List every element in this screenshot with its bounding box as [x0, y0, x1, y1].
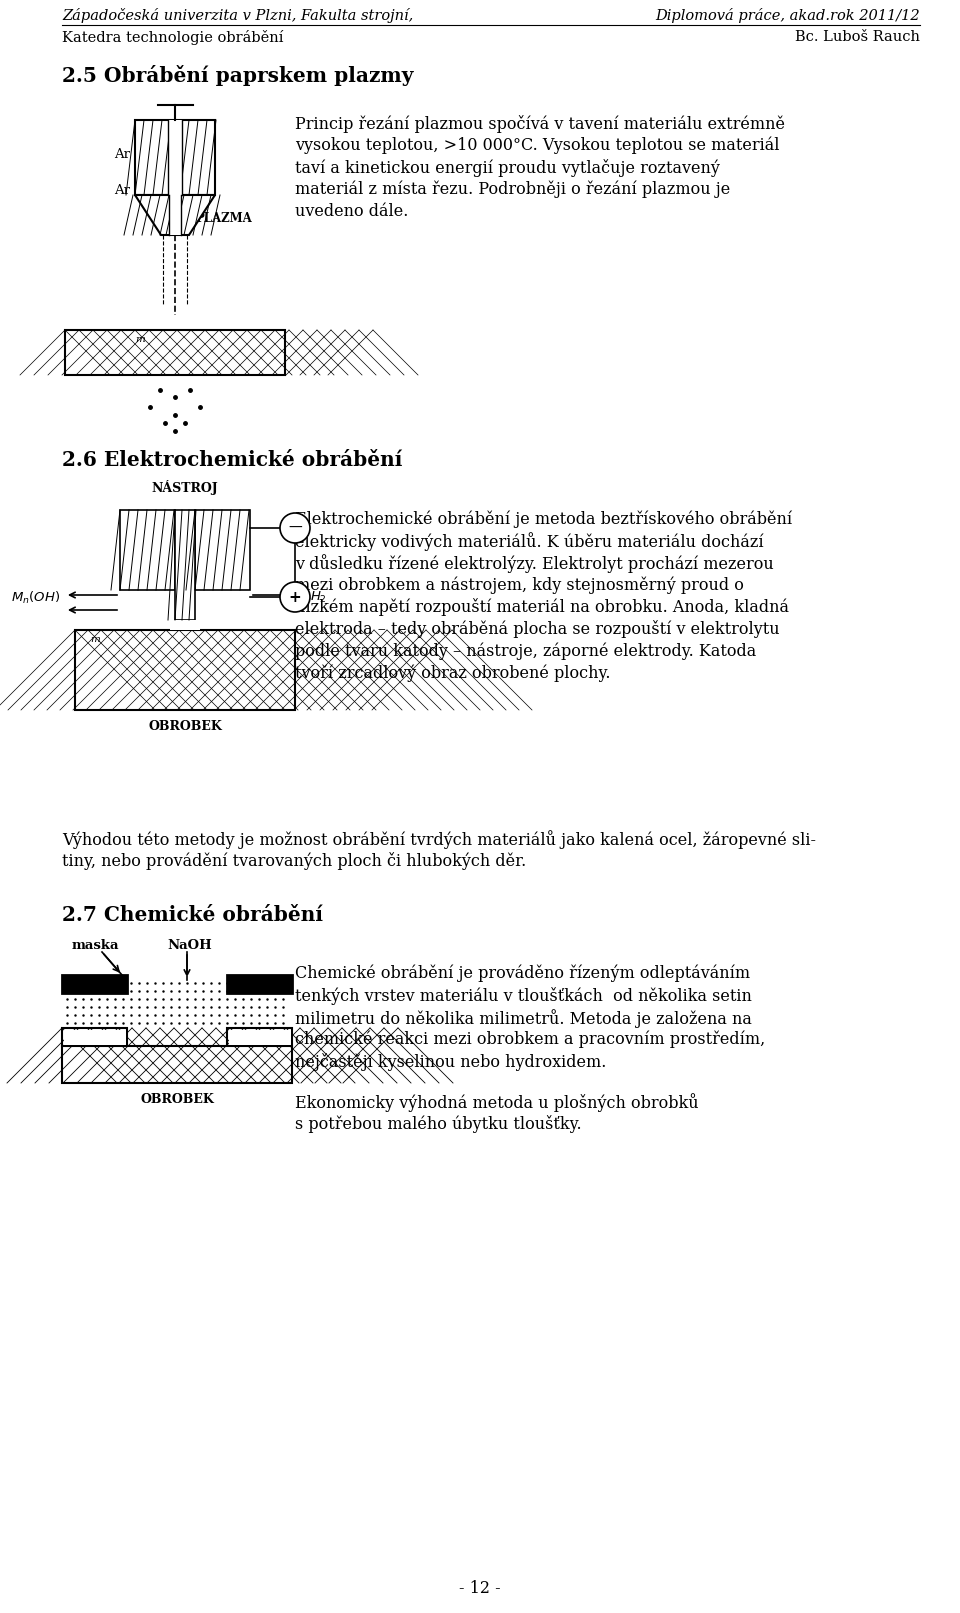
Text: NaOH: NaOH	[167, 939, 212, 952]
Text: elektroda – tedy obráběná plocha se rozpouští v elektrolytu: elektroda – tedy obráběná plocha se rozp…	[295, 619, 780, 639]
Bar	[120, 510, 175, 590]
Text: Katedra technologie obrábění: Katedra technologie obrábění	[62, 31, 283, 45]
Bar	[62, 974, 127, 994]
Text: Elektrochemické obrábění je metoda beztřískového obrábění: Elektrochemické obrábění je metoda beztř…	[295, 510, 792, 527]
Text: OBROBEK: OBROBEK	[148, 719, 222, 732]
Text: tvoří zrcadlový obraz obrobené plochy.: tvoří zrcadlový obraz obrobené plochy.	[295, 665, 611, 682]
Text: tenkých vrstev materiálu v tloušťkách  od několika setin: tenkých vrstev materiálu v tloušťkách od…	[295, 987, 752, 1005]
Text: 2.5 Obrábění paprskem plazmy: 2.5 Obrábění paprskem plazmy	[62, 65, 414, 85]
Text: vysokou teplotou, >10 000°C. Vysokou teplotou se materiál: vysokou teplotou, >10 000°C. Vysokou tep…	[295, 137, 780, 155]
Text: materiál z místa řezu. Podrobněji o řezání plazmou je: materiál z místa řezu. Podrobněji o řezá…	[295, 181, 731, 198]
Text: $H_2$: $H_2$	[310, 590, 326, 605]
Text: podle tvaru katody – nástroje, záporné elektrody. Katoda: podle tvaru katody – nástroje, záporné e…	[295, 642, 756, 660]
Bar	[135, 119, 215, 195]
Text: Bc. Luboš Rauch: Bc. Luboš Rauch	[795, 31, 920, 44]
Bar	[228, 1029, 291, 1045]
Text: Diplomová práce, akad.rok 2011/12: Diplomová práce, akad.rok 2011/12	[656, 8, 920, 23]
Text: OBROBEK: OBROBEK	[140, 1094, 214, 1107]
Circle shape	[280, 513, 310, 544]
Text: v důsledku řízené elektrolýzy. Elektrolyt prochází mezerou: v důsledku řízené elektrolýzy. Elektroly…	[295, 553, 774, 573]
Bar	[65, 331, 285, 374]
Text: mezi obrobkem a nástrojem, kdy stejnosměrný proud o: mezi obrobkem a nástrojem, kdy stejnosmě…	[295, 576, 744, 594]
Text: Výhodou této metody je možnost obrábění tvrdých materiálů jako kalená ocel, žáro: Výhodou této metody je možnost obrábění …	[62, 831, 816, 848]
Bar	[168, 119, 182, 195]
Text: chemické reakci mezi obrobkem a pracovním prostředím,: chemické reakci mezi obrobkem a pracovní…	[295, 1031, 765, 1048]
Text: 2.6 Elektrochemické obrábění: 2.6 Elektrochemické obrábění	[62, 450, 402, 469]
Text: m: m	[135, 336, 145, 344]
Text: Západočeská univerzita v Plzni, Fakulta strojní,: Západočeská univerzita v Plzni, Fakulta …	[62, 8, 413, 23]
Text: NÁSTROJ: NÁSTROJ	[152, 481, 218, 495]
Bar	[170, 619, 200, 631]
Text: $M_n(OH)$: $M_n(OH)$	[11, 590, 60, 606]
Text: Ar: Ar	[114, 184, 130, 197]
Bar	[62, 1045, 292, 1082]
Text: s potřebou malého úbytku tloušťky.: s potřebou malého úbytku tloušťky.	[295, 1115, 582, 1132]
Text: - 12 -: - 12 -	[459, 1581, 501, 1597]
Text: nejčastěji kyselinou nebo hydroxidem.: nejčastěji kyselinou nebo hydroxidem.	[295, 1053, 607, 1071]
Bar	[63, 1029, 126, 1045]
Bar	[227, 1027, 292, 1045]
Text: 2.7 Chemické obrábění: 2.7 Chemické obrábění	[62, 905, 323, 924]
Text: m: m	[90, 636, 100, 644]
Text: uvedeno dále.: uvedeno dále.	[295, 203, 408, 219]
Text: Princip řezání plazmou spočívá v tavení materiálu extrémně: Princip řezání plazmou spočívá v tavení …	[295, 115, 785, 132]
Text: elektricky vodivých materiálů. K úběru materiálu dochází: elektricky vodivých materiálů. K úběru m…	[295, 532, 763, 552]
Circle shape	[280, 582, 310, 611]
Text: Chemické obrábění je prováděno řízeným odleptáváním: Chemické obrábění je prováděno řízeným o…	[295, 965, 750, 982]
Bar	[195, 510, 250, 590]
Text: PLAZMA: PLAZMA	[195, 211, 252, 224]
Text: milimetru do několika milimetrů. Metoda je založena na: milimetru do několika milimetrů. Metoda …	[295, 1010, 752, 1027]
Text: —: —	[288, 521, 301, 536]
Text: maska: maska	[72, 939, 119, 952]
Text: Ar: Ar	[114, 148, 130, 161]
Text: +: +	[289, 589, 301, 605]
Bar	[169, 195, 181, 235]
Bar	[175, 510, 195, 619]
Bar	[62, 974, 292, 1027]
Polygon shape	[135, 195, 215, 235]
Text: taví a kinetickou energií proudu vytlačuje roztavený: taví a kinetickou energií proudu vytlaču…	[295, 160, 720, 177]
Text: nízkém napětí rozpouští materiál na obrobku. Anoda, kladná: nízkém napětí rozpouští materiál na obro…	[295, 598, 789, 616]
Bar	[62, 1027, 127, 1045]
Text: Ekonomicky výhodná metoda u plošných obrobků: Ekonomicky výhodná metoda u plošných obr…	[295, 1094, 699, 1111]
Text: m: m	[142, 1052, 152, 1060]
Bar	[227, 974, 292, 994]
Bar	[75, 631, 295, 710]
Text: tiny, nebo provádění tvarovaných ploch či hlubokých děr.: tiny, nebo provádění tvarovaných ploch č…	[62, 852, 526, 869]
